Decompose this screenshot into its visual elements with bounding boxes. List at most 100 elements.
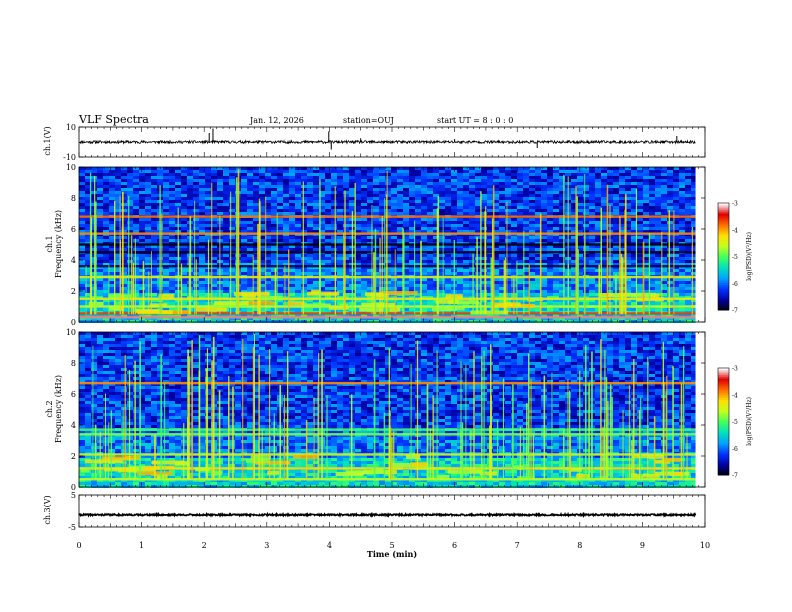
- ch1-spectrogram-cell: [649, 221, 655, 224]
- ch1-spectrogram-cell: [337, 188, 343, 191]
- ch1-spectrogram-cell: [241, 257, 247, 260]
- ch1-spectrogram-cell: [517, 182, 523, 185]
- ch1-spectrogram-cell: [547, 191, 553, 194]
- ch1-spectrogram-cell: [469, 200, 475, 203]
- ch1-spectrogram-cell: [685, 191, 691, 194]
- ch1-spectrogram-cell: [247, 191, 253, 194]
- ch1-spectrogram-cell: [391, 278, 397, 281]
- ch1-spectrogram-cell: [241, 287, 247, 290]
- ch1-spectrogram-cell: [139, 224, 145, 227]
- ch1-spectrogram-cell: [151, 278, 157, 281]
- ch1-spectrogram-cell: [295, 188, 301, 191]
- ch1-spectrogram-cell: [403, 284, 409, 287]
- ch1-spectrogram-cell: [421, 239, 427, 242]
- ch1-spectrogram-cell: [337, 287, 343, 290]
- ch1-spectrogram-cell: [199, 245, 205, 248]
- ch1-spectrogram-cell: [127, 302, 133, 305]
- ch1-spectrogram-cell: [391, 206, 397, 209]
- ch1-spectrogram-cell: [79, 257, 85, 260]
- ch1-spectrogram-cell: [571, 239, 577, 242]
- ch1-spectrogram-cell: [505, 203, 511, 206]
- ch1-spectrogram-cell: [163, 278, 169, 281]
- ch1-spectrogram-cell: [367, 299, 373, 302]
- ch1-spectrogram-cell: [265, 185, 271, 188]
- ch1-spectrogram-cell: [199, 209, 205, 212]
- ch1-spectrogram-cell: [493, 257, 499, 260]
- ch1-spectrogram-cell: [139, 209, 145, 212]
- ch1-spectrogram-cell: [553, 194, 559, 197]
- ch1-spectrogram-cell: [247, 278, 253, 281]
- ch1-spectrogram-cell: [409, 167, 415, 170]
- ch1-spectrogram-cell: [361, 299, 367, 302]
- ch1-spectrogram-cell: [499, 269, 505, 272]
- ch1-spectrogram-cell: [103, 236, 109, 239]
- ch1-spectrogram-cell: [337, 269, 343, 272]
- ch1-spectrogram-cell: [625, 284, 631, 287]
- ch1-spectrogram-cell: [487, 296, 493, 299]
- ch1-spectrogram-cell: [541, 302, 547, 305]
- ch1-spectrogram-cell: [373, 224, 379, 227]
- ch1-spectrogram-cell: [289, 224, 295, 227]
- ch1-spectrogram-cell: [679, 182, 685, 185]
- ch1-spectrogram-cell: [337, 245, 343, 248]
- ch1-spectrogram-cell: [199, 263, 205, 266]
- ch1-spectrogram-cell: [619, 221, 625, 224]
- ch1-spectrogram-cell: [181, 254, 187, 257]
- ch1-spectrogram-cell: [175, 188, 181, 191]
- ch1-spectrogram-cell: [253, 272, 259, 275]
- ch1-spectrogram-cell: [409, 197, 415, 200]
- ch1-spectrogram-cell: [307, 284, 313, 287]
- ch1-spectrogram-cell: [211, 203, 217, 206]
- ch1-spectrogram-cell: [223, 188, 229, 191]
- ch1-spectrogram-cell: [409, 266, 415, 269]
- ch1-spectrogram-cell: [199, 296, 205, 299]
- ch1-spectrogram-cell: [307, 236, 313, 239]
- ch1-spectrogram-cell: [337, 266, 343, 269]
- ch1-spectrogram-cell: [133, 221, 139, 224]
- ch1-spectrogram-cell: [547, 194, 553, 197]
- ch1-spectrogram-cell: [613, 176, 619, 179]
- ch1-spectrogram-cell: [253, 191, 259, 194]
- ch1-spectrogram-cell: [595, 284, 601, 287]
- ch1-spectrogram-cell: [499, 260, 505, 263]
- ch1-spectrogram-cell: [211, 296, 217, 299]
- ch1-spectrogram-cell: [277, 230, 283, 233]
- ch1-spectrogram-cell: [415, 221, 421, 224]
- ch1-spectrogram-cell: [571, 293, 577, 296]
- ch1-spectrogram-cell: [511, 212, 517, 215]
- ch1-spectrogram-cell: [385, 197, 391, 200]
- ch1-spectrogram-cell: [385, 284, 391, 287]
- ch1-spectrogram-cell: [403, 209, 409, 212]
- ch1-spectrogram-cell: [259, 290, 265, 293]
- ch1-spectrogram-cell: [673, 173, 679, 176]
- ch1-spectrogram-cell: [181, 245, 187, 248]
- ch1-spectrogram-cell: [559, 302, 565, 305]
- ch1-spectrogram-cell: [283, 176, 289, 179]
- ch1-spectrogram-cell: [349, 197, 355, 200]
- ch1-spectrogram-cell: [367, 170, 373, 173]
- start-time-label: start UT = 8 : 0 : 0: [437, 116, 513, 125]
- ch1-spectrogram-cell: [607, 191, 613, 194]
- ch1-spectrogram-cell: [487, 224, 493, 227]
- ch1-spectrogram-cell: [475, 248, 481, 251]
- ch1-spectrogram-cell: [481, 185, 487, 188]
- ch1-spectrogram-cell: [391, 239, 397, 242]
- ch1-spectrogram-cell: [421, 296, 427, 299]
- ch1-spectrogram-cell: [349, 209, 355, 212]
- ch1-spectrogram-cell: [643, 281, 649, 284]
- ch1-spectrogram-cell: [397, 200, 403, 203]
- ch1-spectrogram-cell: [373, 167, 379, 170]
- ch1-spectrogram-cell: [511, 191, 517, 194]
- ch1-spectrogram-cell: [205, 224, 211, 227]
- ch1-spectrogram-cell: [481, 290, 487, 293]
- ch1-spectrogram-cell: [505, 167, 511, 170]
- ch1-spectrogram-cell: [385, 227, 391, 230]
- ch1-spectrogram-cell: [301, 221, 307, 224]
- ch1-spectrogram-cell: [361, 191, 367, 194]
- ch1-spectrogram-cell: [583, 272, 589, 275]
- ch1-spectrogram-cell: [649, 257, 655, 260]
- ch1-spectrogram-cell: [229, 182, 235, 185]
- ch1-spectrogram-cell: [259, 206, 265, 209]
- ch1-spectrogram-cell: [271, 248, 277, 251]
- ch1-spectrogram-cell: [319, 188, 325, 191]
